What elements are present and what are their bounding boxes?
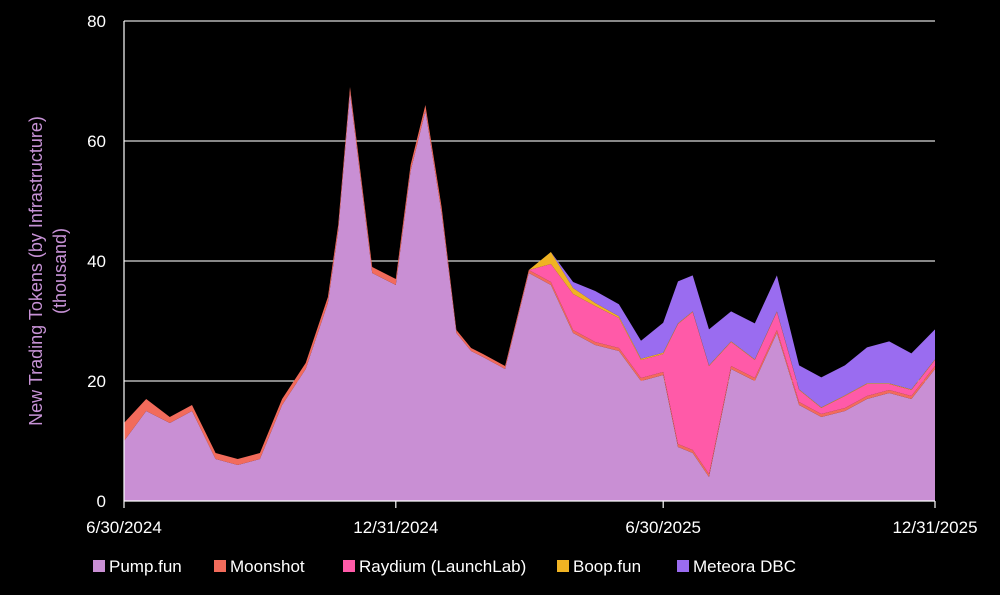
y-tick-label: 40 xyxy=(87,252,106,271)
y-axis-label-line: (thousand) xyxy=(50,228,70,314)
legend-label-moonshot: Moonshot xyxy=(230,557,305,576)
y-tick-label: 20 xyxy=(87,372,106,391)
stacked-areas xyxy=(124,87,935,501)
y-axis-label: New Trading Tokens (by Infrastructure) (t… xyxy=(26,116,70,426)
legend-label-pump-fun: Pump.fun xyxy=(109,557,182,576)
legend-label-raydium-launchlab: Raydium (LaunchLab) xyxy=(359,557,526,576)
y-tick-label: 80 xyxy=(87,12,106,31)
legend-label-boop-fun: Boop.fun xyxy=(573,557,641,576)
x-tick-label: 6/30/2025 xyxy=(625,518,701,537)
legend-swatch-meteora-dbc xyxy=(677,560,689,572)
legend-swatch-raydium-launchlab xyxy=(343,560,355,572)
legend-label-meteora-dbc: Meteora DBC xyxy=(693,557,796,576)
x-tick-labels: 6/30/2024 12/31/2024 6/30/2025 12/31/2025 xyxy=(86,518,977,537)
y-tick-labels: 0 20 40 60 80 xyxy=(87,12,106,511)
y-axis-label-line: New Trading Tokens (by Infrastructure) xyxy=(26,116,46,426)
axes xyxy=(123,21,936,508)
legend: Pump.fun Moonshot Raydium (LaunchLab) Boop.… xyxy=(93,557,796,576)
legend-swatch-moonshot xyxy=(214,560,226,572)
y-tick-label: 60 xyxy=(87,132,106,151)
x-tick-label: 6/30/2024 xyxy=(86,518,162,537)
legend-swatch-pump-fun xyxy=(93,560,105,572)
x-tick-label: 12/31/2025 xyxy=(892,518,977,537)
legend-swatch-boop-fun xyxy=(557,560,569,572)
area-pump-fun xyxy=(124,93,935,501)
y-tick-label: 0 xyxy=(97,492,106,511)
x-tick-label: 12/31/2024 xyxy=(353,518,438,537)
